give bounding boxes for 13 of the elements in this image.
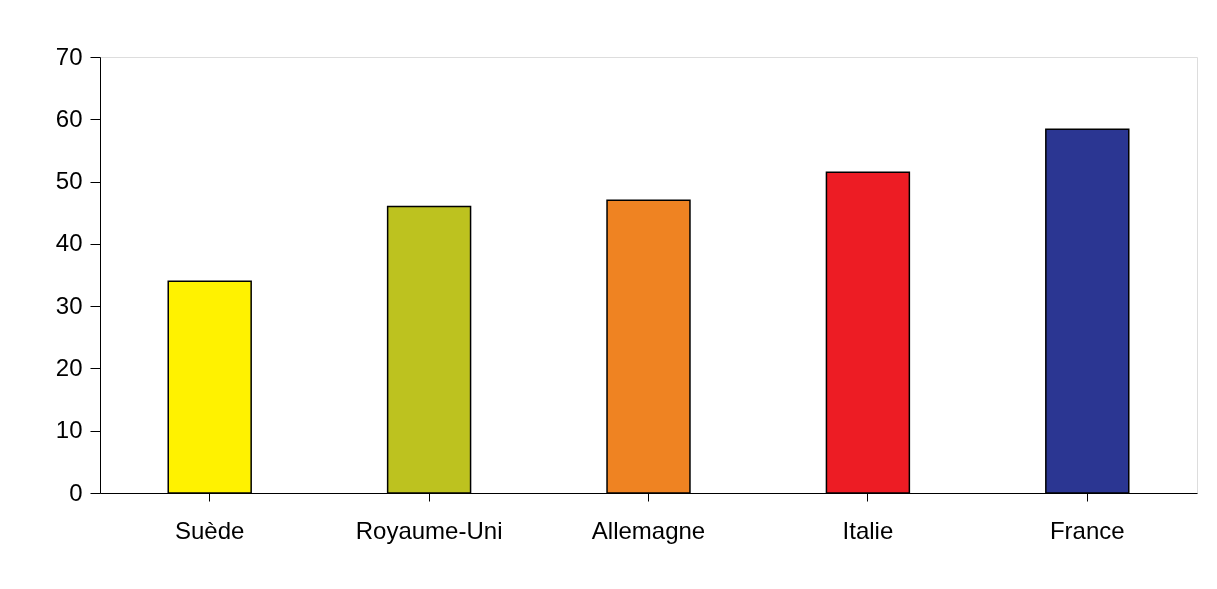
y-tick-label: 60 — [55, 104, 83, 132]
x-tick-label: Italie — [842, 516, 894, 544]
x-tick-label: Allemagne — [591, 516, 706, 544]
y-tick-label: 70 — [55, 42, 83, 70]
y-tick-label: 0 — [69, 478, 83, 506]
y-tick-label: 50 — [55, 167, 83, 195]
y-tick-label: 40 — [55, 229, 83, 257]
x-tick-label: Royaume-Uni — [355, 516, 503, 544]
y-tick-label: 30 — [55, 291, 83, 319]
y-tick-label: 10 — [55, 416, 83, 444]
y-tick-label: 20 — [55, 353, 83, 381]
x-tick-label: France — [1049, 516, 1125, 544]
x-tick-label: Suède — [175, 516, 245, 544]
